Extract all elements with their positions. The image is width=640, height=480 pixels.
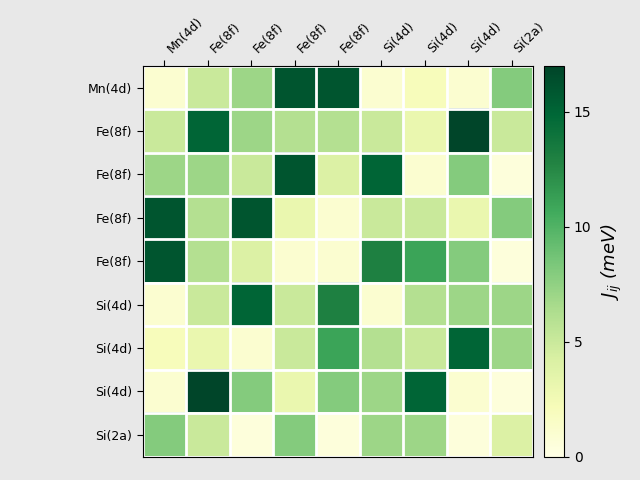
Y-axis label: $J_{ij}$ (meV): $J_{ij}$ (meV) — [600, 223, 624, 300]
